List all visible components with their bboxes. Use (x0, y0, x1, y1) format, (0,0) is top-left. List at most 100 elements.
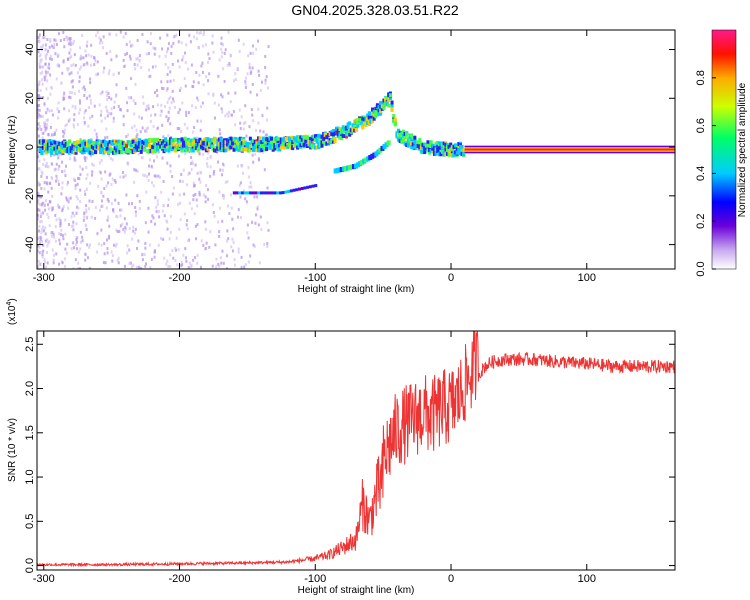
heatmap-noise-cell (226, 267, 229, 269)
heatmap-ridge-cell (380, 104, 384, 109)
heatmap-noise-cell (76, 182, 79, 186)
heatmap-noise-cell (108, 69, 111, 73)
heatmap-noise-cell (112, 210, 115, 214)
heatmap-noise-cell (64, 164, 67, 168)
heatmap-ridge-cell (69, 148, 73, 153)
heatmap-noise-cell (102, 35, 105, 39)
heatmap-ridge-cell (146, 142, 150, 147)
heatmap-noise-cell (37, 200, 40, 204)
heatmap-ridge-cell (325, 132, 329, 137)
heatmap-noise-cell (240, 255, 243, 259)
heatmap-noise-cell (185, 223, 188, 227)
heatmap-noise-cell (151, 65, 154, 69)
heatmap-noise-cell (239, 181, 242, 185)
heatmap-noise-cell (267, 228, 270, 232)
heatmap-ridge-cell (322, 132, 326, 137)
heatmap-noise-cell (115, 228, 118, 232)
heatmap-noise-cell (108, 224, 111, 228)
snr-scale-label: (x104) (6, 298, 18, 325)
heatmap-noise-cell (194, 256, 197, 260)
heatmap-noise-cell (45, 126, 48, 130)
heatmap-noise-cell (79, 54, 82, 58)
heatmap-branch-cell (382, 144, 387, 150)
heatmap-ridge-cell (292, 143, 296, 148)
heatmap-noise-cell (55, 252, 58, 256)
heatmap-noise-cell (115, 33, 118, 37)
heatmap-noise-cell (152, 152, 155, 156)
heatmap-noise-cell (175, 33, 178, 37)
heatmap-noise-cell (267, 45, 270, 49)
heatmap-spur-cell (284, 190, 288, 194)
heatmap-ridge-cell (50, 150, 54, 155)
heatmap-noise-cell (98, 36, 101, 40)
heatmap-ridge-cell (340, 136, 344, 141)
heatmap-ridge-cell (276, 147, 280, 152)
heatmap-noise-cell (204, 200, 207, 204)
heatmap-noise-cell (50, 231, 53, 235)
heatmap-ridge-cell (367, 111, 371, 116)
heatmap-ridge-cell (182, 142, 186, 147)
snr-ytick-label: 2.5 (24, 337, 36, 352)
heatmap-ridge-cell (183, 136, 187, 141)
heatmap-ridge-cell (79, 139, 83, 144)
heatmap-noise-cell (154, 64, 157, 68)
heatmap-ridge-cell (320, 143, 324, 148)
heatmap-noise-cell (63, 38, 66, 42)
heatmap-noise-cell (72, 267, 75, 269)
heatmap-branch-cell (335, 167, 340, 173)
heatmap-noise-cell (177, 248, 180, 252)
heatmap-ridge-cell (428, 150, 432, 155)
heatmap-noise-cell (46, 71, 49, 75)
heatmap-noise-cell (108, 111, 111, 115)
heatmap-ridge-cell (191, 138, 195, 143)
heatmap-ridge-cell (248, 136, 252, 141)
heatmap-ridge-cell (375, 104, 379, 109)
heatmap-ridge-cell (160, 139, 164, 144)
heatmap-ridge-cell (434, 142, 438, 147)
heatmap-noise-cell (129, 57, 132, 61)
heatmap-noise-cell (85, 177, 88, 181)
heatmap-noise-cell (85, 210, 88, 214)
heatmap-ridge-cell (359, 117, 363, 122)
heatmap-noise-cell (141, 126, 144, 130)
heatmap-noise-cell (68, 117, 71, 121)
heatmap-noise-cell (238, 183, 241, 187)
heatmap-noise-cell (38, 65, 41, 69)
heatmap-noise-cell (101, 41, 104, 45)
heatmap-noise-cell (51, 177, 54, 181)
heatmap-noise-cell (221, 43, 224, 47)
heatmap-ridge-cell (349, 128, 353, 133)
heatmap-noise-cell (193, 212, 196, 216)
heatmap-noise-cell (230, 193, 233, 197)
heatmap-noise-cell (245, 134, 248, 138)
heatmap-noise-cell (169, 214, 172, 218)
heatmap-noise-cell (55, 176, 58, 180)
heatmap-noise-cell (111, 177, 114, 181)
heatmap-noise-cell (103, 187, 106, 191)
heatmap-noise-cell (220, 107, 223, 111)
heatmap-noise-cell (55, 39, 58, 43)
heatmap-noise-cell (246, 223, 249, 227)
heatmap-noise-cell (255, 128, 258, 132)
heatmap-noise-cell (178, 65, 181, 69)
heatmap-noise-cell (156, 126, 159, 130)
heatmap-noise-cell (141, 95, 144, 99)
heatmap-noise-cell (213, 101, 216, 105)
heatmap-ridge-cell (172, 138, 176, 143)
heatmap-noise-cell (122, 35, 125, 39)
heatmap-noise-cell (206, 164, 209, 168)
heatmap-noise-cell (134, 101, 137, 105)
heatmap-ridge-cell (281, 137, 285, 142)
heatmap-noise-cell (171, 89, 174, 93)
heatmap-noise-cell (192, 194, 195, 198)
heatmap-noise-cell (47, 241, 50, 245)
heatmap-noise-cell (60, 233, 63, 237)
heatmap-ridge-cell (165, 142, 169, 147)
heatmap-ridge-cell (155, 142, 159, 147)
heatmap-noise-cell (67, 67, 70, 71)
heatmap-noise-cell (130, 77, 133, 81)
heatmap-noise-cell (211, 264, 214, 268)
heatmap-noise-cell (52, 261, 55, 265)
heatmap-noise-cell (38, 33, 41, 37)
heatmap-noise-cell (76, 197, 79, 201)
